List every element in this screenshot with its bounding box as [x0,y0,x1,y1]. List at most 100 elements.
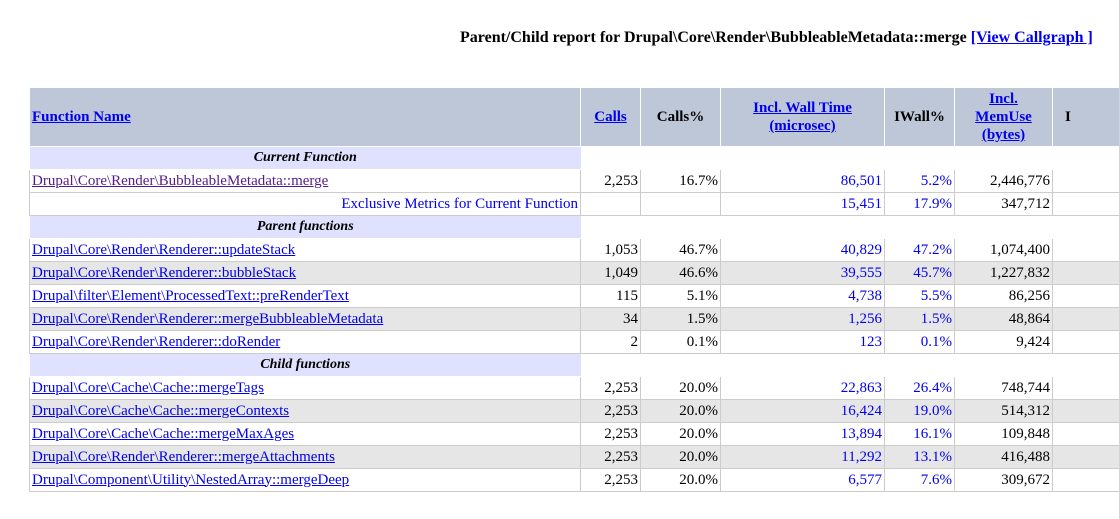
incl-memuse-line2: MemUse [975,109,1032,125]
function-link[interactable]: Drupal\Component\Utility\NestedArray::me… [32,471,350,488]
section-current-function: Current Function [29,146,1119,170]
report-title-text: Parent/Child report for Drupal\Core\Rend… [460,29,967,46]
iwall-pct-cell: 5.2% [884,169,955,193]
column-header-truncated: I [1052,87,1119,147]
function-link[interactable]: Drupal\Core\Render\Renderer::mergeAttach… [32,448,335,465]
memuse-cell: 1,227,832 [954,261,1053,285]
calls-cell: 2,253 [580,169,641,193]
wall-time-cell: 40,829 [720,238,885,262]
section-parent-functions: Parent functions [29,215,1119,239]
exclusive-metrics-row: Exclusive Metrics for Current Function 1… [29,192,1119,216]
wall-time-cell: 1,256 [720,307,885,331]
sort-function-name-link[interactable]: Function Name [32,109,131,125]
calls-pct-cell: 16.7% [640,169,721,193]
iwall-pct-cell: 45.7% [884,261,955,285]
memuse-cell: 309,672 [954,468,1053,492]
section-label: Child functions [29,353,581,377]
table-row: Drupal\Core\Cache\Cache::mergeTags 2,253… [29,376,1119,400]
iwall-pct-cell: 47.2% [884,238,955,262]
table-row: Drupal\Core\Render\Renderer::updateStack… [29,238,1119,262]
view-callgraph-link[interactable]: [View Callgraph ] [970,29,1093,46]
sort-incl-memuse-link[interactable]: Incl. MemUse (bytes) [975,91,1032,143]
wall-time-cell: 6,577 [720,468,885,492]
current-function-row: Drupal\Core\Render\BubbleableMetadata::m… [29,169,1119,193]
function-link[interactable]: Drupal\filter\Element\ProcessedText::pre… [32,287,349,304]
memuse-cell: 86,256 [954,284,1053,308]
incl-memuse-line3: (bytes) [981,127,1026,143]
memuse-cell: 347,712 [954,192,1053,216]
iwall-pct-cell: 5.5% [884,284,955,308]
function-link[interactable]: Drupal\Core\Cache\Cache::mergeMaxAges [32,425,295,442]
column-header-function-name[interactable]: Function Name [29,87,581,147]
iwall-pct-cell: 13.1% [884,445,955,469]
column-header-iwall-pct: IWall% [884,87,955,147]
current-function-link[interactable]: Drupal\Core\Render\BubbleableMetadata::m… [32,172,329,189]
function-link[interactable]: Drupal\Core\Render\Renderer::bubbleStack [32,264,297,281]
incl-memuse-line1: Incl. [989,91,1018,107]
calls-cell: 1,049 [580,261,641,285]
calls-cell: 34 [580,307,641,331]
table-header-row: Function Name Calls Calls% Incl. Wall Ti… [29,87,1119,147]
function-link[interactable]: Drupal\Core\Cache\Cache::mergeContexts [32,402,290,419]
table-row: Drupal\filter\Element\ProcessedText::pre… [29,284,1119,308]
wall-time-cell: 11,292 [720,445,885,469]
wall-time-cell: 123 [720,330,885,354]
memuse-cell: 748,744 [954,376,1053,400]
calls-cell: 1,053 [580,238,641,262]
exclusive-metrics-label: Exclusive Metrics for Current Function [29,192,581,216]
wall-time-cell: 16,424 [720,399,885,423]
memuse-cell: 9,424 [954,330,1053,354]
wall-time-cell: 86,501 [720,169,885,193]
incl-wall-time-line2: (microsec) [769,118,836,134]
column-header-calls-pct: Calls% [640,87,721,147]
table-row: Drupal\Core\Render\Renderer::mergeBubble… [29,307,1119,331]
function-link[interactable]: Drupal\Core\Render\Renderer::doRender [32,333,281,350]
wall-time-cell: 15,451 [720,192,885,216]
column-header-incl-wall-time[interactable]: Incl. Wall Time (microsec) [720,87,885,147]
memuse-cell: 514,312 [954,399,1053,423]
sort-incl-wall-time-link[interactable]: Incl. Wall Time (microsec) [753,100,852,134]
table-row: Drupal\Core\Cache\Cache::mergeContexts 2… [29,399,1119,423]
memuse-cell: 416,488 [954,445,1053,469]
function-link[interactable]: Drupal\Core\Render\Renderer::updateStack [32,241,296,258]
calls-cell: 2,253 [580,445,641,469]
table-row: Drupal\Core\Render\Renderer::bubbleStack… [29,261,1119,285]
wall-time-cell: 4,738 [720,284,885,308]
memuse-cell: 48,864 [954,307,1053,331]
table-row: Drupal\Core\Render\Renderer::doRender 2 … [29,330,1119,354]
parent-child-table: Function Name Calls Calls% Incl. Wall Ti… [29,87,1119,492]
calls-pct-cell: 0.1% [640,330,721,354]
calls-cell: 115 [580,284,641,308]
memuse-cell: 109,848 [954,422,1053,446]
column-header-calls[interactable]: Calls [580,87,641,147]
section-label: Parent functions [29,215,581,239]
function-link[interactable]: Drupal\Core\Render\Renderer::mergeBubble… [32,310,384,327]
calls-cell: 2,253 [580,468,641,492]
report-title: Parent/Child report for Drupal\Core\Rend… [460,29,1093,47]
iwall-pct-cell: 7.6% [884,468,955,492]
wall-time-cell: 39,555 [720,261,885,285]
iwall-pct-cell: 17.9% [884,192,955,216]
iwall-pct-cell: 19.0% [884,399,955,423]
memuse-cell: 1,074,400 [954,238,1053,262]
wall-time-cell: 13,894 [720,422,885,446]
iwall-pct-cell: 26.4% [884,376,955,400]
memuse-cell: 2,446,776 [954,169,1053,193]
calls-pct-cell: 1.5% [640,307,721,331]
iwall-pct-cell: 0.1% [884,330,955,354]
calls-cell: 2,253 [580,399,641,423]
calls-pct-cell: 20.0% [640,468,721,492]
column-header-incl-memuse[interactable]: Incl. MemUse (bytes) [954,87,1053,147]
calls-cell: 2,253 [580,422,641,446]
calls-pct-cell: 20.0% [640,445,721,469]
incl-wall-time-line1: Incl. Wall Time [753,100,852,116]
table-row: Drupal\Component\Utility\NestedArray::me… [29,468,1119,492]
table-row: Drupal\Core\Cache\Cache::mergeMaxAges 2,… [29,422,1119,446]
calls-cell: 2 [580,330,641,354]
calls-pct-cell: 20.0% [640,422,721,446]
iwall-pct-cell: 1.5% [884,307,955,331]
function-link[interactable]: Drupal\Core\Cache\Cache::mergeTags [32,379,264,396]
sort-calls-link[interactable]: Calls [594,109,627,125]
calls-pct-cell: 46.7% [640,238,721,262]
section-child-functions: Child functions [29,353,1119,377]
